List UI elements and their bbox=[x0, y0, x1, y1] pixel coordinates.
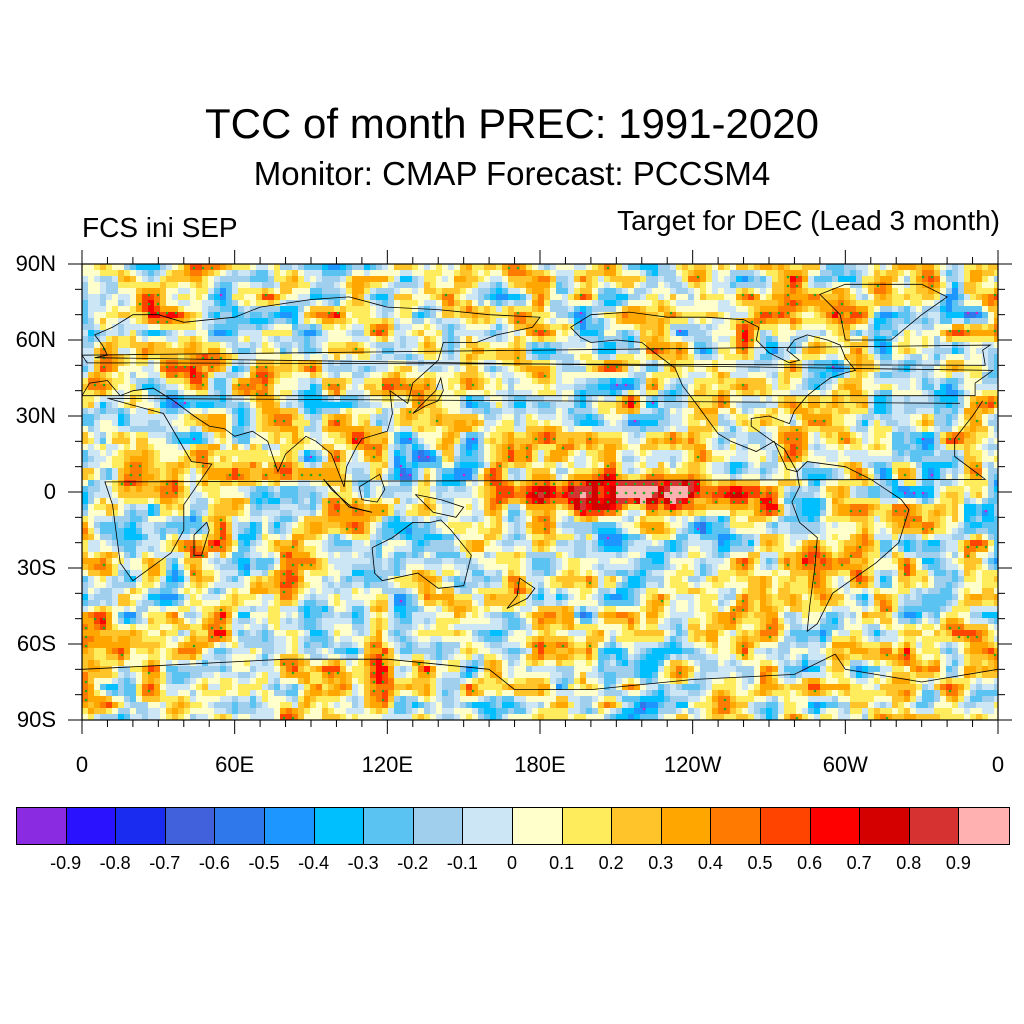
coastline bbox=[323, 479, 373, 513]
coastline bbox=[358, 473, 386, 503]
colorbar bbox=[16, 807, 1010, 845]
colorbar-label: -0.4 bbox=[298, 853, 330, 873]
lat-tick-label: 60N bbox=[15, 327, 56, 352]
coastline bbox=[506, 577, 536, 609]
coastline bbox=[104, 397, 987, 582]
init-label: FCS ini SEP bbox=[82, 212, 238, 243]
colorbar-label: -0.8 bbox=[99, 853, 131, 873]
lat-tick-label: 90N bbox=[15, 251, 56, 276]
colorbar-label: 0.7 bbox=[846, 853, 872, 873]
colorbar-swatch bbox=[215, 808, 265, 844]
coastline bbox=[791, 461, 910, 633]
colorbar-label: 0.9 bbox=[945, 853, 971, 873]
coastline bbox=[81, 296, 995, 488]
colorbar-swatch bbox=[760, 808, 811, 844]
coastline bbox=[412, 376, 444, 414]
target-label: Target for DEC (Lead 3 month) bbox=[617, 205, 1000, 236]
colorbar-label: -0.3 bbox=[347, 853, 379, 873]
lat-tick-label: 90S bbox=[16, 707, 56, 732]
colorbar-label: -0.1 bbox=[446, 853, 478, 873]
coastline bbox=[819, 283, 948, 341]
colorbar-swatch bbox=[860, 808, 910, 844]
lon-tick-label: 0 bbox=[75, 752, 89, 777]
colorbar-swatch bbox=[711, 808, 761, 844]
coastlines bbox=[81, 283, 999, 690]
colorbar-label: -0.5 bbox=[248, 853, 280, 873]
lon-tick-label: 120E bbox=[361, 752, 414, 777]
colorbar-label: 0.8 bbox=[896, 853, 922, 873]
colorbar-label: -0.2 bbox=[397, 853, 429, 873]
colorbar-swatch bbox=[810, 808, 861, 844]
lat-tick-label: 30N bbox=[15, 403, 56, 428]
colorbar-swatch bbox=[661, 808, 712, 844]
chart-title: TCC of month PREC: 1991-2020 bbox=[205, 100, 819, 147]
colorbar-label: 0.6 bbox=[797, 853, 823, 873]
colorbar-swatch bbox=[562, 808, 613, 844]
colorbar-swatch bbox=[512, 808, 563, 844]
coastline bbox=[570, 311, 857, 473]
axis-ticks bbox=[68, 250, 1012, 734]
lon-tick-label: 0 bbox=[991, 752, 1005, 777]
coastline bbox=[193, 521, 210, 556]
coastline bbox=[81, 344, 992, 366]
lon-tick-label: 180E bbox=[514, 752, 566, 777]
colorbar-label: 0.3 bbox=[648, 853, 674, 873]
colorbar-swatch bbox=[66, 808, 117, 844]
colorbar-label: -0.7 bbox=[149, 853, 181, 873]
colorbar-label: 0.5 bbox=[747, 853, 773, 873]
colorbar-swatch bbox=[413, 808, 464, 844]
colorbar-swatch bbox=[463, 808, 513, 844]
colorbar-swatch bbox=[959, 808, 1009, 844]
colorbar-label: 0.2 bbox=[598, 853, 624, 873]
colorbar-swatch bbox=[612, 808, 662, 844]
colorbar-label: 0.4 bbox=[697, 853, 723, 873]
colorbar-swatch bbox=[314, 808, 365, 844]
colorbar-label: 0 bbox=[506, 853, 518, 873]
colorbar-swatch bbox=[264, 808, 315, 844]
colorbar-swatch bbox=[364, 808, 414, 844]
colorbar-label: 0.1 bbox=[549, 853, 575, 873]
coastline bbox=[371, 519, 472, 589]
tcc-field bbox=[82, 264, 999, 721]
lon-tick-label: 60W bbox=[822, 752, 868, 777]
lat-tick-label: 30S bbox=[16, 555, 56, 580]
colorbar-label: -0.6 bbox=[198, 853, 230, 873]
colorbar-swatch bbox=[909, 808, 960, 844]
coastline bbox=[81, 653, 999, 690]
lat-tick-label: 0 bbox=[43, 479, 56, 504]
coastline bbox=[415, 494, 465, 518]
colorbar-swatch bbox=[116, 808, 166, 844]
chart-subtitle: Monitor: CMAP Forecast: PCCSM4 bbox=[253, 155, 771, 192]
colorbar-swatch bbox=[165, 808, 216, 844]
colorbar-swatch bbox=[17, 808, 67, 844]
colorbar-label: -0.9 bbox=[50, 853, 82, 873]
significance-stipples bbox=[84, 266, 997, 720]
lon-tick-label: 60E bbox=[215, 752, 255, 777]
lon-tick-label: 120W bbox=[663, 752, 722, 777]
lat-tick-label: 60S bbox=[16, 631, 56, 656]
